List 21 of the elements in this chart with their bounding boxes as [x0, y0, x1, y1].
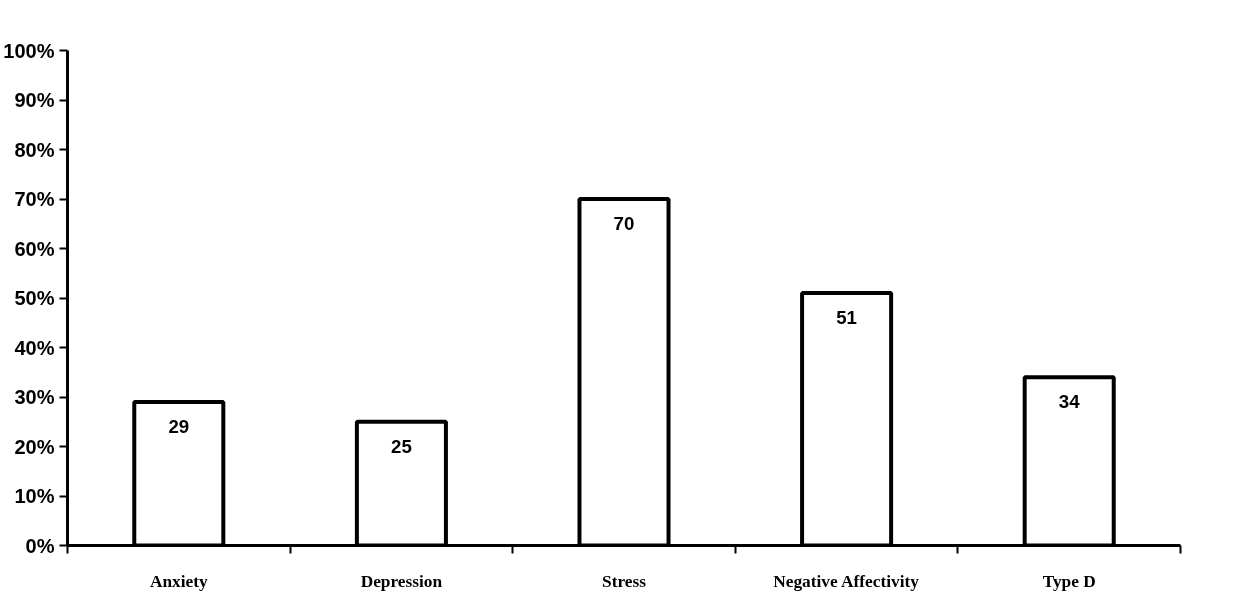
- y-tick-label: 70%: [14, 188, 55, 210]
- data-label: 29: [168, 415, 190, 437]
- data-label: 34: [1058, 391, 1081, 413]
- y-tick-label: 40%: [14, 336, 55, 359]
- y-tick-label: 90%: [14, 89, 55, 111]
- x-tick-label: Stress: [602, 571, 647, 591]
- data-label: 70: [613, 213, 635, 234]
- y-tick-label: 10%: [14, 485, 55, 507]
- x-tick-label: Depression: [360, 571, 443, 591]
- data-label: 25: [391, 435, 412, 457]
- y-tick-label: 20%: [14, 435, 55, 458]
- data-label: 51: [836, 307, 857, 329]
- y-tick-label: 0%: [25, 534, 55, 557]
- y-tick-label: 100%: [3, 39, 55, 62]
- x-tick-label: Type D: [1042, 571, 1096, 591]
- y-tick-label: 30%: [14, 386, 55, 408]
- y-tick-label: 50%: [14, 287, 55, 309]
- y-tick-label: 60%: [14, 237, 55, 260]
- x-tick-label: Anxiety: [149, 571, 209, 591]
- x-tick-label: Negative Affectivity: [773, 571, 920, 591]
- y-tick-label: 80%: [14, 138, 55, 161]
